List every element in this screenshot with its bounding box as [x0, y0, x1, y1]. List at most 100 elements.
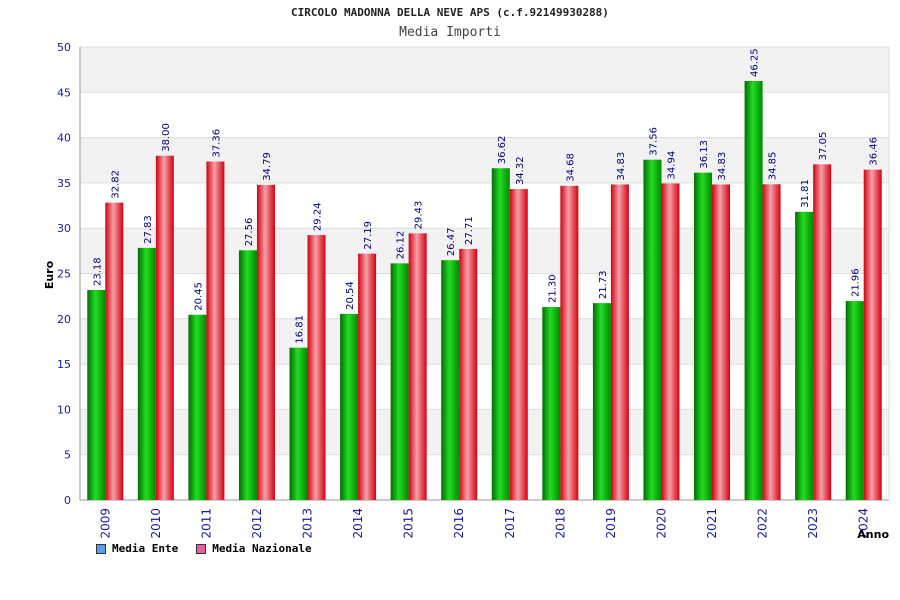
x-axis-label: Anno	[857, 528, 889, 541]
data-label: 20.54	[345, 281, 356, 310]
data-label: 26.47	[446, 228, 457, 257]
bar-media-nazionale	[358, 253, 377, 500]
data-label: 34.83	[717, 152, 728, 181]
x-tick-label: 2020	[654, 508, 668, 539]
y-tick-label: 20	[57, 313, 71, 326]
legend-item-ente: Media Ente	[96, 542, 178, 555]
x-tick-label: 2011	[199, 508, 213, 539]
bar-media-nazionale	[459, 248, 478, 500]
data-label: 27.56	[244, 218, 255, 247]
y-tick-label: 10	[57, 403, 71, 416]
data-label: 21.73	[598, 270, 609, 299]
y-tick-label: 25	[57, 268, 71, 281]
bar-media-ente	[137, 247, 156, 500]
bar-media-nazionale	[155, 155, 174, 500]
data-label: 20.45	[193, 282, 204, 311]
legend-swatch-nazionale	[196, 543, 207, 554]
y-tick-label: 35	[57, 177, 71, 190]
y-tick-label: 15	[57, 358, 71, 371]
legend-label-nazionale: Media Nazionale	[212, 542, 312, 555]
x-tick-label: 2017	[503, 508, 517, 539]
x-tick-label: 2012	[250, 508, 264, 539]
legend-item-nazionale: Media Nazionale	[196, 542, 312, 555]
bar-media-ente	[390, 263, 409, 500]
bar-media-ente	[694, 172, 713, 500]
data-label: 36.62	[497, 136, 508, 165]
bar-media-nazionale	[813, 164, 832, 500]
bar-media-ente	[289, 347, 308, 500]
data-label: 34.83	[616, 152, 627, 181]
bar-media-ente	[491, 168, 510, 501]
x-tick-label: 2010	[149, 508, 163, 539]
x-tick-label: 2018	[553, 508, 567, 539]
data-label: 27.83	[143, 215, 154, 244]
data-label: 37.56	[648, 127, 659, 156]
data-label: 16.81	[295, 315, 306, 344]
data-label: 34.94	[666, 151, 677, 180]
data-label: 38.00	[161, 123, 172, 152]
chart-subtitle: Media Importi	[399, 25, 501, 40]
data-label: 26.12	[396, 231, 407, 260]
data-label: 23.18	[92, 257, 103, 286]
y-tick-label: 30	[57, 222, 71, 235]
legend-swatch-ente	[96, 543, 106, 554]
y-tick-label: 5	[64, 449, 71, 462]
data-label: 34.85	[768, 152, 779, 181]
y-tick-label: 40	[57, 132, 71, 145]
bar-media-nazionale	[610, 184, 629, 501]
bar-media-ente	[845, 301, 864, 500]
data-label: 34.68	[565, 153, 576, 182]
bar-media-ente	[87, 289, 106, 500]
chart-title: CIRCOLO MADONNA DELLA NEVE APS (c.f.9214…	[291, 6, 609, 19]
y-axis-label: Euro	[43, 260, 56, 289]
data-label: 34.32	[515, 156, 526, 185]
bar-media-ente	[643, 159, 662, 500]
x-tick-label: 2016	[452, 508, 466, 539]
bar-media-nazionale	[206, 161, 225, 500]
data-label: 29.43	[414, 201, 425, 230]
bar-media-ente	[542, 307, 561, 500]
bar-media-ente	[340, 313, 359, 500]
data-label: 37.05	[818, 132, 829, 161]
bar-media-nazionale	[105, 202, 124, 500]
bar-media-nazionale	[712, 184, 731, 501]
y-tick-label: 50	[57, 41, 71, 54]
bar-media-ente	[592, 303, 611, 500]
data-label: 31.81	[800, 179, 811, 208]
x-tick-label: 2014	[351, 508, 365, 539]
bar-media-nazionale	[509, 189, 528, 501]
x-tick-label: 2022	[756, 508, 770, 539]
bar-media-ente	[441, 260, 460, 500]
data-label: 27.71	[464, 216, 475, 245]
bar-media-nazionale	[560, 185, 579, 500]
bar-media-ente	[188, 314, 207, 500]
x-tick-label: 2013	[301, 508, 315, 539]
x-tick-label: 2024	[857, 508, 871, 539]
data-label: 46.25	[750, 48, 761, 77]
legend-label-ente: Media Ente	[112, 542, 179, 555]
data-label: 36.13	[699, 140, 710, 169]
data-label: 27.19	[363, 221, 374, 250]
legend: Media Ente Media Nazionale	[96, 542, 312, 555]
data-label: 34.79	[262, 152, 273, 181]
y-tick-label: 0	[64, 494, 71, 507]
grid-band	[80, 47, 889, 93]
bar-media-nazionale	[256, 184, 275, 500]
data-label: 36.46	[869, 137, 880, 166]
bar-media-ente	[795, 211, 814, 501]
x-tick-label: 2019	[604, 508, 618, 539]
bar-media-nazionale	[661, 183, 680, 500]
bar-media-ente	[744, 80, 763, 500]
data-label: 21.30	[547, 274, 558, 303]
bar-media-ente	[238, 250, 257, 500]
bar-media-nazionale	[863, 169, 882, 500]
bar-media-nazionale	[307, 235, 326, 500]
data-label: 21.96	[851, 268, 862, 297]
x-tick-label: 2015	[402, 508, 416, 539]
x-tick-label: 2009	[98, 508, 112, 539]
data-label: 37.36	[211, 129, 222, 158]
data-label: 32.82	[110, 170, 121, 199]
bar-media-nazionale	[762, 184, 781, 500]
